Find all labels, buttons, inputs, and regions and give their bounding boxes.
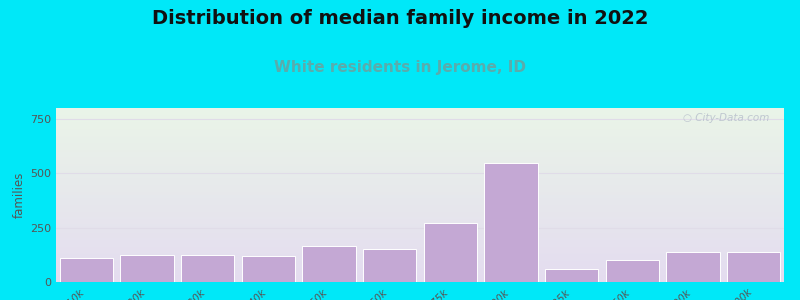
Text: ○ City-Data.com: ○ City-Data.com	[683, 113, 770, 123]
Bar	[545, 269, 598, 282]
Bar	[484, 164, 538, 282]
Bar	[363, 249, 416, 282]
Bar	[424, 223, 477, 282]
Bar	[302, 246, 356, 282]
Bar	[181, 255, 234, 282]
Bar	[242, 256, 295, 282]
Bar	[120, 255, 174, 282]
Bar	[60, 258, 113, 282]
Text: White residents in Jerome, ID: White residents in Jerome, ID	[274, 60, 526, 75]
Y-axis label: families: families	[13, 172, 26, 218]
Bar	[727, 251, 780, 282]
Bar	[606, 260, 659, 282]
Text: Distribution of median family income in 2022: Distribution of median family income in …	[152, 9, 648, 28]
Bar	[666, 251, 720, 282]
